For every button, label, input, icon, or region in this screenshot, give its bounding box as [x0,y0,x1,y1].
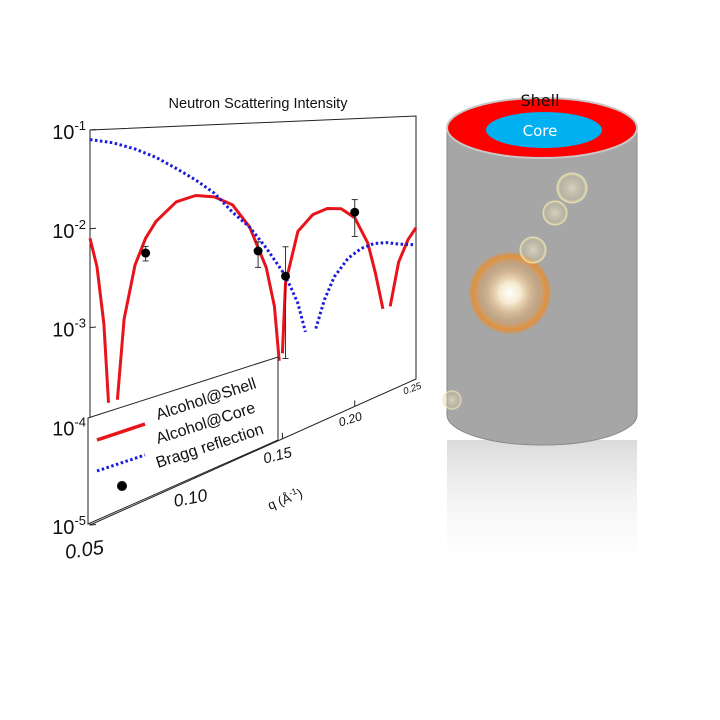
y-tick-base: 10 [52,418,74,440]
lens-flare-icon [468,251,552,335]
shell-series-line [280,207,385,354]
x-axis-label-sup: -1 [287,486,298,498]
legend-box [87,356,279,525]
legend-swatch-core [96,453,146,473]
x-tick-label: 0.05 [64,537,106,564]
flare-bubble [542,200,568,226]
shell-label: Shell [520,91,559,110]
y-tick-label: 10-2 [52,217,86,243]
y-tick-exp: -3 [74,316,86,331]
x-tick-label: 0.20 [337,409,364,429]
chart-title: Neutron Scattering Intensity [169,96,349,112]
shell-series-line [88,237,110,403]
legend-swatch-shell [96,422,146,442]
y-tick-base: 10 [52,517,74,539]
y-tick [89,227,97,230]
cylinder-reflection [447,440,637,580]
y-tick-base: 10 [52,221,74,243]
y-tick-exp: -1 [74,118,86,133]
plot-area: 10-110-210-310-410-50.050.100.150.200.25 [52,115,424,564]
flare-bubble [556,172,588,204]
y-tick-label: 10-1 [52,118,86,144]
legend-swatch-bragg [117,481,127,491]
svg-text:q (Å-1): q (Å-1) [265,484,305,512]
core-series-line [89,138,307,333]
core-ellipse [486,112,602,148]
data-point [350,207,360,217]
shell-series-line [388,226,418,307]
y-tick-label: 10-3 [52,316,86,342]
data-point [281,271,291,281]
x-axis-label: q (Å-1) [265,484,305,512]
y-tick-label: 10-5 [52,513,86,539]
x-tick-label: 0.15 [262,445,295,468]
x-tick-label: 0.10 [172,485,209,511]
plot-frame [89,115,417,526]
y-tick [89,326,97,328]
y-tick-exp: -2 [74,217,86,232]
core-shell-cylinder: Shell Core [442,91,638,580]
y-tick-label: 10-4 [52,414,86,440]
y-tick-base: 10 [52,122,74,144]
flare-bubble [519,236,547,264]
data-point [141,248,151,258]
y-tick-base: 10 [52,320,74,342]
flare-bubble [442,390,462,410]
core-label: Core [523,122,558,140]
y-tick-exp: -5 [74,513,86,528]
y-tick [89,524,97,526]
x-axis-label-end: ) [295,485,305,501]
data-point [253,246,263,256]
shell-series-line [115,194,281,400]
y-tick [89,129,97,131]
x-tick-label: 0.25 [402,380,424,397]
y-tick-exp: -4 [74,414,86,429]
